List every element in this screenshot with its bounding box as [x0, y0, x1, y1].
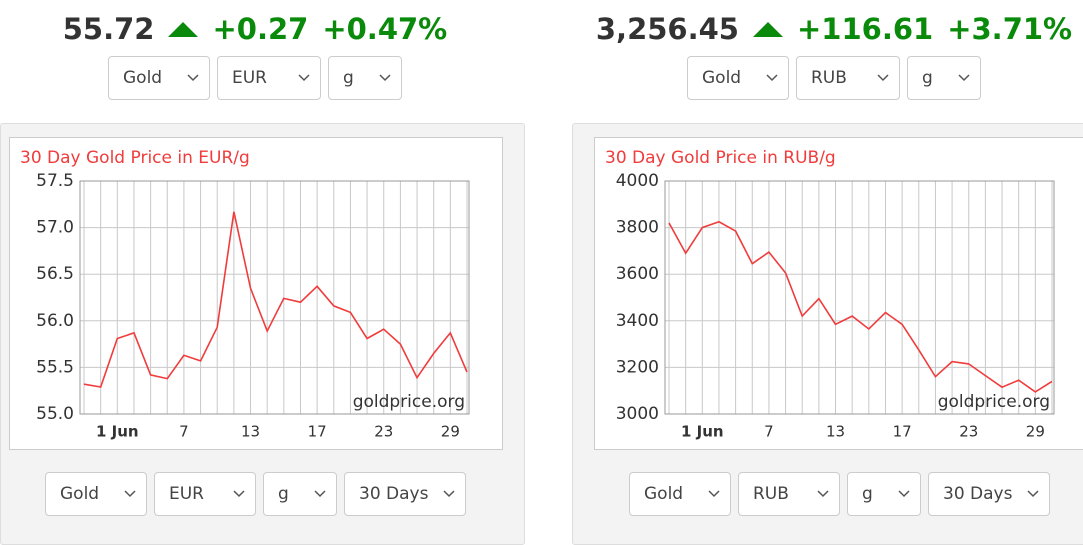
- x-tick-label: 1 Jun: [681, 423, 724, 441]
- dropdown[interactable]: g: [328, 56, 402, 100]
- dropdown-text: g: [278, 484, 289, 504]
- dropdown-text: RUB: [753, 484, 789, 504]
- chevron: [708, 490, 720, 498]
- change-percent: +3.71%: [947, 12, 1073, 46]
- watermark: goldprice.org: [353, 392, 465, 412]
- dropdown[interactable]: 30 Days: [344, 472, 466, 516]
- x-tick-label: 7: [179, 423, 189, 441]
- dropdown-text: Gold: [702, 68, 742, 88]
- price-header: 55.72 +0.27 +0.47%: [0, 12, 510, 46]
- up-arrow: [168, 12, 199, 46]
- select-row: Gold EUR g 30 Days: [45, 472, 466, 516]
- dropdown-text: EUR: [169, 484, 204, 504]
- x-tick-label: 23: [374, 423, 393, 441]
- price: 3,256.45: [595, 12, 739, 46]
- chart-title: 30 Day Gold Price in EUR/g: [20, 148, 250, 168]
- y-tick-label: 55.0: [36, 404, 74, 424]
- y-tick-label: 57.0: [36, 218, 74, 238]
- dropdown[interactable]: RUB: [796, 56, 900, 100]
- chart-box: 30 Day Gold Price in EUR/g 1 Jun 7 13 17 23 29…: [0, 123, 525, 545]
- y-tick-label: 56.5: [36, 264, 74, 284]
- dropdown[interactable]: Gold: [45, 472, 147, 516]
- chart-box: 30 Day Gold Price in RUB/g 1 Jun 7 13 17 23 29…: [572, 123, 1083, 545]
- up-triangle: [168, 22, 199, 37]
- x-tick-label: 1 Jun: [96, 423, 139, 441]
- dropdown[interactable]: g: [907, 56, 981, 100]
- x-tick-label: 29: [441, 423, 460, 441]
- y-tick-label: 3200: [616, 357, 659, 377]
- price-panel: 3,256.45 +116.61 +3.71% Gold RUB g: [585, 0, 1083, 529]
- dropdown-text: Gold: [123, 68, 163, 88]
- dropdown[interactable]: Gold: [108, 56, 210, 100]
- chevron: [298, 74, 310, 82]
- price-line: [668, 220, 1053, 393]
- y-tick-label: 57.5: [36, 171, 74, 191]
- chevron: [766, 74, 778, 82]
- price-panel: 55.72 +0.27 +0.47% Gold EUR g: [0, 0, 510, 529]
- change: +116.61: [796, 12, 934, 46]
- chevron: [443, 490, 455, 498]
- chevron: [898, 490, 910, 498]
- y-tick-label: 55.5: [36, 357, 74, 377]
- dropdown[interactable]: EUR: [217, 56, 321, 100]
- chevron: [314, 490, 326, 498]
- change: +0.27: [212, 12, 309, 46]
- up-triangle: [752, 22, 783, 37]
- y-tick-label: 3000: [616, 404, 659, 424]
- x-tick-label: 17: [308, 423, 327, 441]
- price-line: [83, 211, 468, 388]
- x-tick-label: 17: [893, 423, 912, 441]
- dropdown-text: g: [343, 68, 354, 88]
- dropdown[interactable]: 30 Days: [928, 472, 1050, 516]
- up-arrow: [752, 12, 783, 46]
- chevron: [877, 74, 889, 82]
- y-tick-label: 4000: [616, 171, 659, 191]
- dropdown[interactable]: Gold: [687, 56, 789, 100]
- dropdown[interactable]: Gold: [629, 472, 731, 516]
- y-tick-label: 3400: [616, 311, 659, 331]
- plot-frame: [664, 180, 1055, 415]
- chevron: [233, 490, 245, 498]
- chevron: [958, 74, 970, 82]
- dropdown-text: Gold: [644, 484, 684, 504]
- price-header: 3,256.45 +116.61 +3.71%: [585, 12, 1083, 46]
- change-percent: +0.47%: [322, 12, 448, 46]
- plot-frame: [79, 180, 470, 415]
- dropdown-text: EUR: [232, 68, 267, 88]
- x-tick-label: 13: [241, 423, 260, 441]
- chevron: [817, 490, 829, 498]
- chart-title: 30 Day Gold Price in RUB/g: [605, 148, 836, 168]
- dropdown-text: 30 Days: [943, 484, 1013, 504]
- y-tick-label: 3800: [616, 218, 659, 238]
- x-tick-label: 13: [826, 423, 845, 441]
- dropdown[interactable]: RUB: [738, 472, 840, 516]
- dropdown[interactable]: g: [847, 472, 921, 516]
- chart: 30 Day Gold Price in RUB/g 1 Jun 7 13 17 23 29…: [594, 137, 1083, 450]
- dropdown-text: g: [922, 68, 933, 88]
- chevron: [124, 490, 136, 498]
- dropdown-text: Gold: [60, 484, 100, 504]
- select-row: Gold RUB g 30 Days: [629, 472, 1050, 516]
- dropdown-text: 30 Days: [359, 484, 429, 504]
- chevron: [187, 74, 199, 82]
- select-row: Gold EUR g: [0, 56, 510, 100]
- y-tick-label: 56.0: [36, 311, 74, 331]
- dropdown[interactable]: g: [263, 472, 337, 516]
- dropdown[interactable]: EUR: [154, 472, 256, 516]
- chart: 30 Day Gold Price in EUR/g 1 Jun 7 13 17 23 29…: [9, 137, 503, 450]
- chevron: [379, 74, 391, 82]
- price: 55.72: [62, 12, 155, 46]
- dropdown-text: g: [862, 484, 873, 504]
- x-tick-label: 7: [764, 423, 774, 441]
- dropdown-text: RUB: [811, 68, 847, 88]
- watermark: goldprice.org: [938, 392, 1050, 412]
- x-tick-label: 29: [1026, 423, 1045, 441]
- select-row: Gold RUB g: [585, 56, 1083, 100]
- y-tick-label: 3600: [616, 264, 659, 284]
- x-tick-label: 23: [959, 423, 978, 441]
- chevron: [1027, 490, 1039, 498]
